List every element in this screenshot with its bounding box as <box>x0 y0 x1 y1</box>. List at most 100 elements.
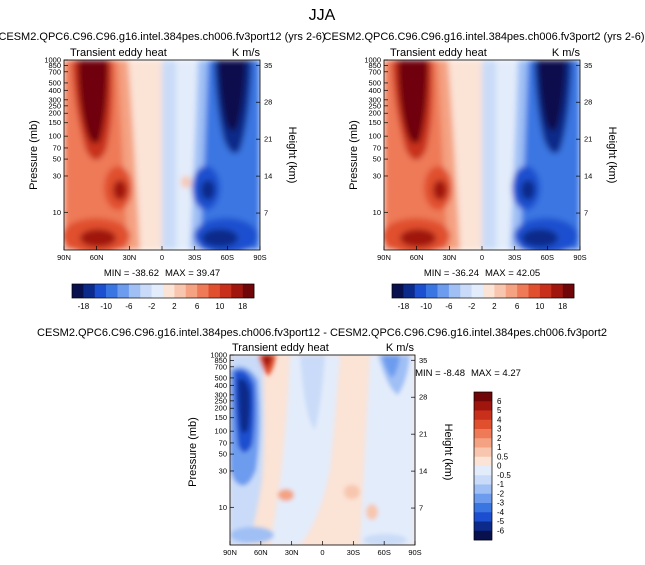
colorbar-swatch <box>94 284 107 298</box>
colorbar-swatch <box>474 456 492 467</box>
colorbar-swatch <box>117 284 130 298</box>
colorbar-label: 6 <box>515 302 520 311</box>
y2-tick-label: 21 <box>584 135 592 144</box>
colorbar-label: 3 <box>497 425 502 434</box>
colorbar-label: 4 <box>497 415 502 424</box>
panel-title: CESM2.QPC6.C96.C96.g16.intel.384pes.ch00… <box>0 31 326 43</box>
x-tick-label: 60S <box>541 253 554 262</box>
y-tick-label: 250 <box>214 396 227 405</box>
y2-tick-label: 7 <box>419 504 423 513</box>
colorbar-label: 2 <box>172 302 177 311</box>
contour-fill <box>230 527 274 543</box>
x-tick-label: 30S <box>188 253 201 262</box>
y-tick-label: 500 <box>368 78 381 87</box>
colorbar-swatch <box>474 493 492 504</box>
contour-fill <box>278 489 294 501</box>
colorbar-label: 5 <box>497 406 502 415</box>
y2-tick-label: 35 <box>584 61 592 70</box>
colorbar-swatch <box>505 284 518 298</box>
colorbar-swatch <box>414 284 427 298</box>
y2-tick-label: 35 <box>419 356 427 365</box>
y-axis-label: Pressure (mb) <box>348 120 360 190</box>
colorbar-label: -18 <box>398 302 410 311</box>
y-tick-label: 850 <box>214 356 227 365</box>
colorbar-swatch <box>474 438 492 448</box>
season-title: JJA <box>309 7 336 24</box>
colorbar-swatch <box>426 284 438 298</box>
y2-tick-label: 28 <box>584 98 592 107</box>
panel-bottom-difference: CESM2.QPC6.C96.C96.g16.intel.384pes.ch00… <box>37 327 607 546</box>
y-tick-label: 70 <box>219 438 227 447</box>
colorbar-label: 2 <box>492 302 497 311</box>
y2-tick-label: 14 <box>264 172 272 181</box>
x-tick-label: 60N <box>254 548 268 557</box>
contour-fill <box>366 504 378 520</box>
y2-axis-label: Height (km) <box>286 127 298 184</box>
colorbar-label: -2 <box>497 489 505 498</box>
colorbar-swatch <box>231 284 243 298</box>
colorbar-swatch <box>539 284 552 298</box>
contour-fill <box>538 60 566 131</box>
colorbar-swatch <box>474 512 492 522</box>
x-tick-label: 90N <box>57 253 71 262</box>
colorbar-swatch <box>242 284 255 298</box>
colorbar-label: -6 <box>497 526 505 535</box>
min-max-label: MIN = -36.24 MAX = 42.05 <box>424 268 540 279</box>
colorbar-label: -4 <box>497 508 505 517</box>
y-tick-label: 1000 <box>210 351 227 360</box>
colorbar-label: 2 <box>497 434 502 443</box>
colorbar-label: 18 <box>558 302 567 311</box>
panel-title: CESM2.QPC6.C96.C96.g16.intel.384pes.ch00… <box>37 327 607 339</box>
contour-fill <box>521 180 535 200</box>
colorbar-label: -3 <box>497 499 505 508</box>
colorbar-swatch <box>197 284 209 298</box>
colorbar-label: -0.5 <box>497 471 511 480</box>
colorbar-swatch <box>474 466 492 476</box>
colorbar-label: 10 <box>215 302 224 311</box>
contour-fill <box>382 355 400 378</box>
y-axis-label: Pressure (mb) <box>187 417 199 487</box>
panel-top-left: CESM2.QPC6.C96.C96.g16.intel.384pes.ch00… <box>0 31 326 279</box>
x-tick-label: 30S <box>347 548 360 557</box>
y-tick-label: 50 <box>219 450 227 459</box>
colorbar-swatch <box>174 284 187 298</box>
x-tick-label: 0 <box>480 253 484 262</box>
y-tick-label: 700 <box>214 362 227 371</box>
colorbar-label: 6 <box>195 302 200 311</box>
contour-fill <box>181 176 191 188</box>
contour-fill <box>238 378 251 434</box>
y-tick-label: 100 <box>368 132 381 141</box>
y-tick-label: 250 <box>368 101 381 110</box>
y-tick-label: 50 <box>373 155 381 164</box>
colorbar-swatch <box>185 284 198 298</box>
y-tick-label: 300 <box>368 95 381 104</box>
y-tick-label: 850 <box>48 61 61 70</box>
colorbar-swatch <box>140 284 152 298</box>
colorbar-swatch <box>517 284 529 298</box>
contour-fill <box>202 229 238 247</box>
contour-fill <box>344 485 360 499</box>
contour-fill <box>398 60 428 144</box>
x-tick-label: 30S <box>508 253 521 262</box>
y-tick-label: 150 <box>48 118 61 127</box>
colorbar-swatch <box>72 284 84 298</box>
min-label: MIN = -36.24 <box>424 268 479 279</box>
x-tick-label: 30N <box>442 253 456 262</box>
contour-fill <box>400 229 436 247</box>
y-tick-label: 30 <box>219 466 227 475</box>
colorbar-label: 10 <box>535 302 544 311</box>
colorbar-label: -6 <box>125 302 133 311</box>
colorbar-label: 1 <box>497 443 502 452</box>
colorbar-swatch <box>474 484 492 495</box>
x-tick-label: 0 <box>160 253 164 262</box>
y-tick-label: 10 <box>373 208 381 217</box>
x-tick-label: 90N <box>223 548 237 557</box>
y2-tick-label: 21 <box>419 430 427 439</box>
y-tick-label: 300 <box>48 95 61 104</box>
y-axis-label: Pressure (mb) <box>28 120 40 190</box>
x-tick-label: 0 <box>320 548 324 557</box>
y-tick-label: 300 <box>214 390 227 399</box>
y-tick-label: 850 <box>368 61 381 70</box>
y-tick-label: 1000 <box>364 56 381 65</box>
